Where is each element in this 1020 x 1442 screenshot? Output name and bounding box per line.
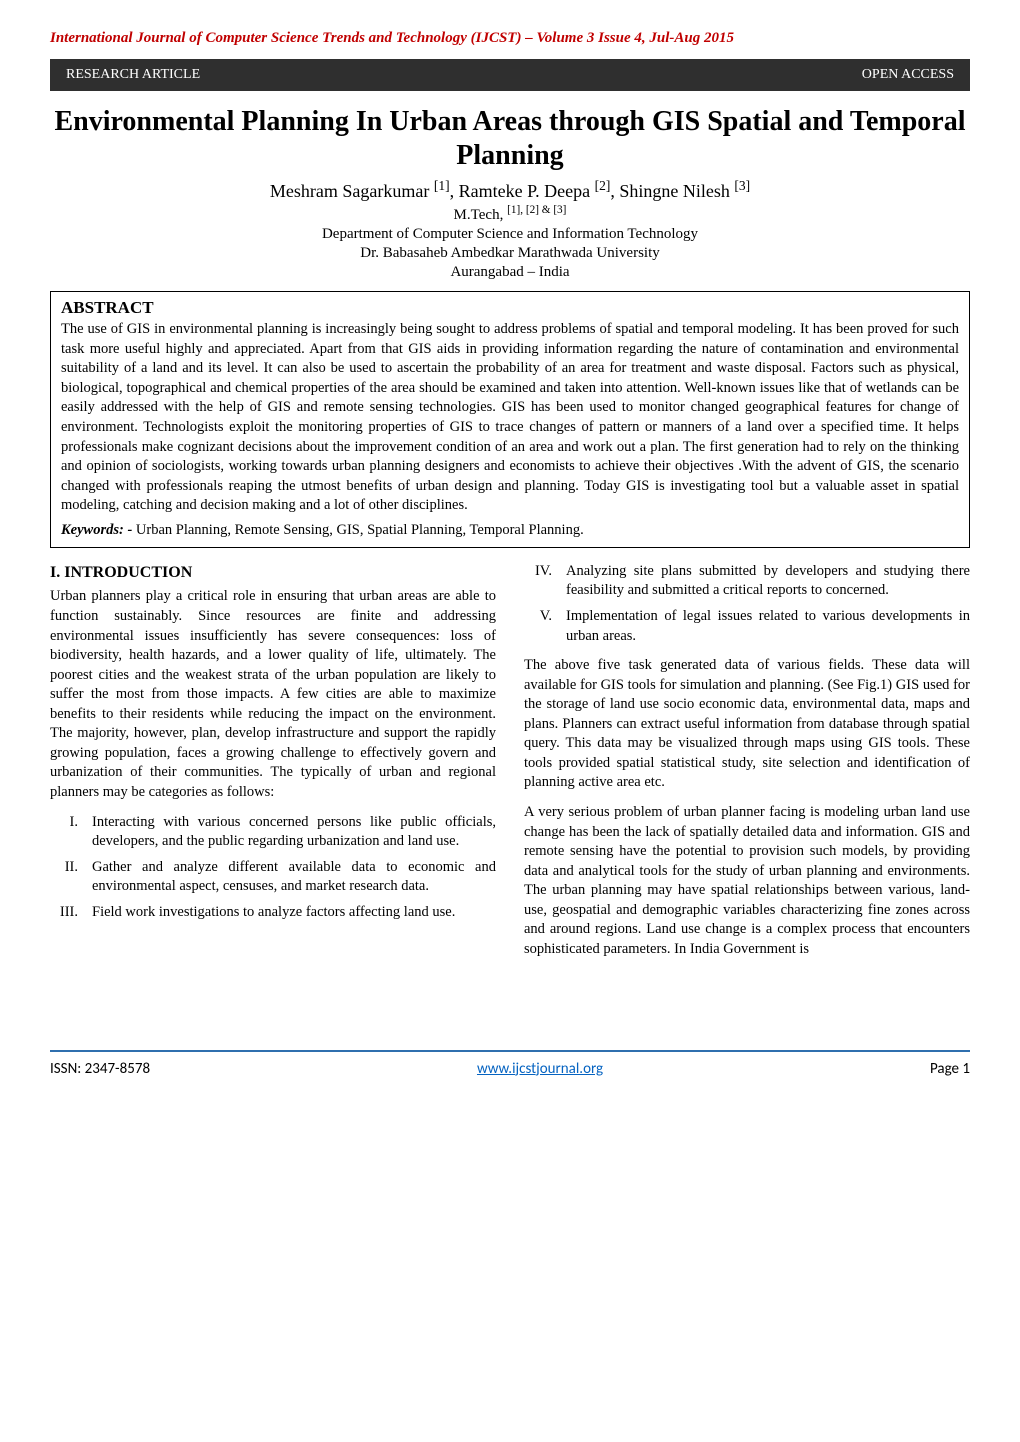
university-line: Dr. Babasaheb Ambedkar Marathwada Univer… bbox=[50, 245, 970, 262]
right-roman-list: IV.Analyzing site plans submitted by dev… bbox=[524, 562, 970, 646]
degree-line: M.Tech, [1], [2] & [3] bbox=[50, 204, 970, 224]
list-num: V. bbox=[524, 607, 566, 646]
right-paragraph-2: A very serious problem of urban planner … bbox=[524, 803, 970, 960]
right-paragraph-1: The above five task generated data of va… bbox=[524, 656, 970, 793]
journal-header: International Journal of Computer Scienc… bbox=[50, 30, 970, 47]
list-text: Gather and analyze different available d… bbox=[92, 858, 496, 897]
keywords-text: Urban Planning, Remote Sensing, GIS, Spa… bbox=[132, 522, 583, 538]
authors-line: Meshram Sagarkumar [1], Ramteke P. Deepa… bbox=[50, 178, 970, 202]
list-item: V.Implementation of legal issues related… bbox=[524, 607, 970, 646]
list-num: II. bbox=[50, 858, 92, 897]
left-roman-list: I.Interacting with various concerned per… bbox=[50, 813, 496, 923]
intro-heading: I. INTRODUCTION bbox=[50, 562, 496, 584]
page-footer: ISSN: 2347-8578 www.ijcstjournal.org Pag… bbox=[50, 1050, 970, 1078]
footer-issn: ISSN: 2347-8578 bbox=[50, 1060, 150, 1078]
list-num: III. bbox=[50, 903, 92, 923]
abstract-heading: ABSTRACT bbox=[61, 298, 959, 318]
body-columns: I. INTRODUCTION Urban planners play a cr… bbox=[50, 562, 970, 970]
right-column: IV.Analyzing site plans submitted by dev… bbox=[524, 562, 970, 970]
abstract-text: The use of GIS in environmental planning… bbox=[61, 320, 959, 516]
list-item: III.Field work investigations to analyze… bbox=[50, 903, 496, 923]
left-column: I. INTRODUCTION Urban planners play a cr… bbox=[50, 562, 496, 970]
list-text: Implementation of legal issues related t… bbox=[566, 607, 970, 646]
list-text: Interacting with various concerned perso… bbox=[92, 813, 496, 852]
list-num: IV. bbox=[524, 562, 566, 601]
city-line: Aurangabad – India bbox=[50, 264, 970, 281]
list-num: I. bbox=[50, 813, 92, 852]
paper-title: Environmental Planning In Urban Areas th… bbox=[50, 105, 970, 172]
list-item: IV.Analyzing site plans submitted by dev… bbox=[524, 562, 970, 601]
list-item: II.Gather and analyze different availabl… bbox=[50, 858, 496, 897]
article-banner: RESEARCH ARTICLE OPEN ACCESS bbox=[50, 59, 970, 91]
keywords-line: Keywords: - Urban Planning, Remote Sensi… bbox=[61, 522, 959, 539]
banner-right: OPEN ACCESS bbox=[862, 67, 954, 83]
list-item: I.Interacting with various concerned per… bbox=[50, 813, 496, 852]
abstract-box: ABSTRACT The use of GIS in environmental… bbox=[50, 291, 970, 548]
department-line: Department of Computer Science and Infor… bbox=[50, 226, 970, 243]
footer-page-number: Page 1 bbox=[930, 1060, 970, 1078]
footer-url-link[interactable]: www.ijcstjournal.org bbox=[477, 1060, 603, 1078]
list-text: Analyzing site plans submitted by develo… bbox=[566, 562, 970, 601]
keywords-label: Keywords: - bbox=[61, 522, 132, 538]
banner-left: RESEARCH ARTICLE bbox=[66, 67, 200, 83]
intro-paragraph-1: Urban planners play a critical role in e… bbox=[50, 587, 496, 802]
list-text: Field work investigations to analyze fac… bbox=[92, 903, 496, 923]
